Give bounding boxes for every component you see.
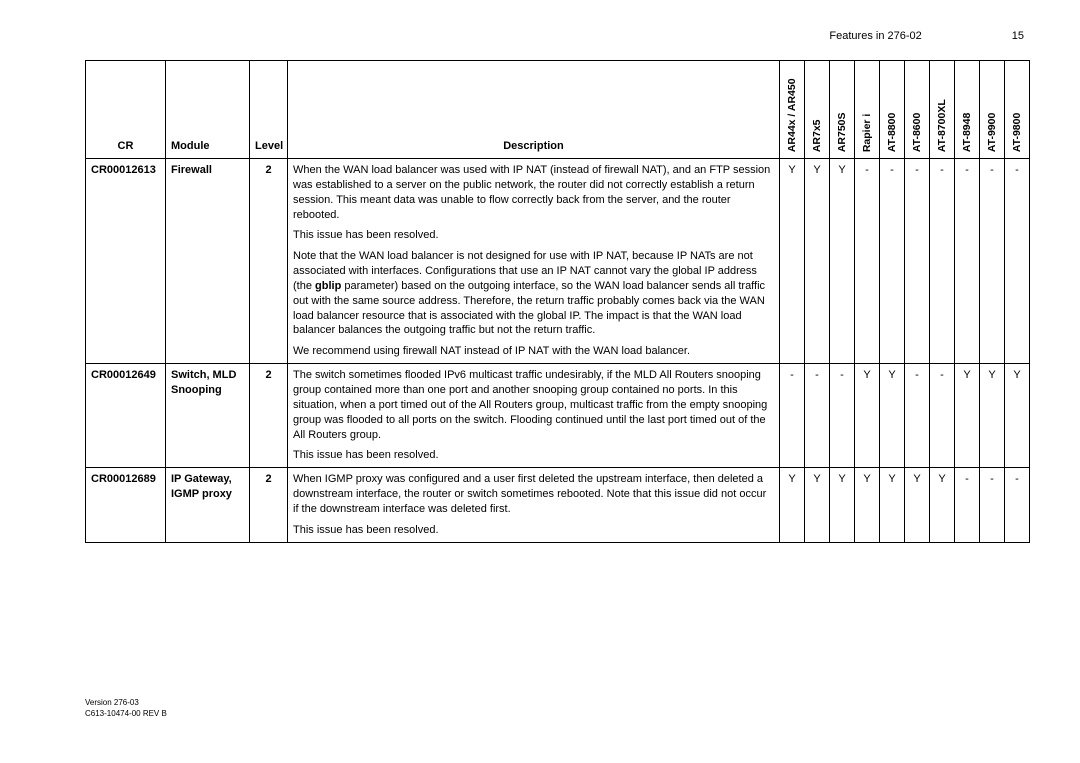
cell-cr: CR00012613 <box>86 159 166 364</box>
col-platform-2: AR750S <box>830 61 855 159</box>
description-paragraph: Note that the WAN load balancer is not d… <box>293 249 774 338</box>
cell-platform: Y <box>780 159 805 364</box>
cell-platform: Y <box>805 159 830 364</box>
col-cr: CR <box>86 61 166 159</box>
cell-platform: Y <box>880 468 905 542</box>
col-platform-8: AT-9900 <box>980 61 1005 159</box>
col-module: Module <box>166 61 250 159</box>
cell-platform: - <box>780 364 805 468</box>
cell-platform: Y <box>955 364 980 468</box>
cell-platform: Y <box>855 364 880 468</box>
description-paragraph: When IGMP proxy was configured and a use… <box>293 472 774 517</box>
cell-module: Switch, MLD Snooping <box>166 364 250 468</box>
col-level: Level <box>250 61 288 159</box>
cell-platform: - <box>930 159 955 364</box>
cell-platform: - <box>930 364 955 468</box>
cell-platform: Y <box>905 468 930 542</box>
cell-platform: Y <box>855 468 880 542</box>
cell-platform: - <box>955 159 980 364</box>
description-paragraph: This issue has been resolved. <box>293 523 774 538</box>
issues-table: CR Module Level Description AR44x / AR45… <box>85 60 1030 543</box>
cell-level: 2 <box>250 159 288 364</box>
page-number: 15 <box>1012 30 1024 42</box>
table-header-row: CR Module Level Description AR44x / AR45… <box>86 61 1030 159</box>
cell-cr: CR00012649 <box>86 364 166 468</box>
col-platform-9: AT-9800 <box>1005 61 1030 159</box>
col-platform-1: AR7x5 <box>805 61 830 159</box>
cell-platform: Y <box>880 364 905 468</box>
table-row: CR00012613Firewall2When the WAN load bal… <box>86 159 1030 364</box>
cell-description: When IGMP proxy was configured and a use… <box>288 468 780 542</box>
table-row: CR00012649Switch, MLD Snooping2The switc… <box>86 364 1030 468</box>
description-paragraph: This issue has been resolved. <box>293 448 774 463</box>
col-platform-0: AR44x / AR450 <box>780 61 805 159</box>
cell-platform: - <box>1005 159 1030 364</box>
description-paragraph: We recommend using firewall NAT instead … <box>293 344 774 359</box>
cell-cr: CR00012689 <box>86 468 166 542</box>
cell-platform: - <box>830 364 855 468</box>
footer-version: Version 276-03 <box>85 698 167 708</box>
cell-platform: Y <box>930 468 955 542</box>
cell-level: 2 <box>250 468 288 542</box>
cell-platform: Y <box>830 468 855 542</box>
description-paragraph: When the WAN load balancer was used with… <box>293 163 774 222</box>
cell-platform: - <box>980 468 1005 542</box>
page-footer: Version 276-03 C613-10474-00 REV B <box>85 698 167 719</box>
cell-platform: - <box>955 468 980 542</box>
col-platform-4: AT-8800 <box>880 61 905 159</box>
col-platform-6: AT-8700XL <box>930 61 955 159</box>
description-paragraph: The switch sometimes flooded IPv6 multic… <box>293 368 774 442</box>
col-platform-3: Rapier i <box>855 61 880 159</box>
description-paragraph: This issue has been resolved. <box>293 228 774 243</box>
cell-platform: - <box>980 159 1005 364</box>
cell-platform: Y <box>805 468 830 542</box>
cell-platform: - <box>855 159 880 364</box>
cell-platform: - <box>805 364 830 468</box>
cell-platform: - <box>905 159 930 364</box>
cell-module: Firewall <box>166 159 250 364</box>
page-header: Features in 276-02 15 <box>85 30 1030 42</box>
cell-platform: - <box>905 364 930 468</box>
page: Features in 276-02 15 CR Module Level De… <box>0 0 1080 543</box>
cell-platform: Y <box>1005 364 1030 468</box>
cell-platform: - <box>880 159 905 364</box>
cell-platform: Y <box>830 159 855 364</box>
cell-module: IP Gateway, IGMP proxy <box>166 468 250 542</box>
cell-description: The switch sometimes flooded IPv6 multic… <box>288 364 780 468</box>
header-title: Features in 276-02 <box>829 30 921 42</box>
table-row: CR00012689IP Gateway, IGMP proxy2When IG… <box>86 468 1030 542</box>
cell-description: When the WAN load balancer was used with… <box>288 159 780 364</box>
cell-platform: - <box>1005 468 1030 542</box>
cell-level: 2 <box>250 364 288 468</box>
col-platform-5: AT-8600 <box>905 61 930 159</box>
cell-platform: Y <box>780 468 805 542</box>
col-description: Description <box>288 61 780 159</box>
footer-docref: C613-10474-00 REV B <box>85 709 167 719</box>
col-platform-7: AT-8948 <box>955 61 980 159</box>
cell-platform: Y <box>980 364 1005 468</box>
